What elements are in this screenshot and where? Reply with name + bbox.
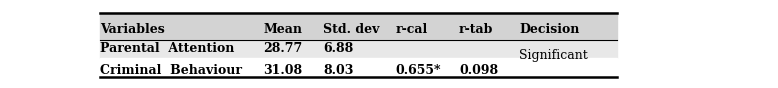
Text: Parental  Attention: Parental Attention <box>100 42 235 55</box>
Text: 28.77: 28.77 <box>263 42 303 55</box>
Text: Criminal  Behaviour: Criminal Behaviour <box>100 64 242 77</box>
Text: 0.655*: 0.655* <box>396 64 441 77</box>
Text: 0.098: 0.098 <box>459 64 498 77</box>
Text: 31.08: 31.08 <box>263 64 302 77</box>
Text: Mean: Mean <box>263 23 302 36</box>
Text: 6.88: 6.88 <box>324 42 354 55</box>
Text: Decision: Decision <box>520 23 580 36</box>
Text: 8.03: 8.03 <box>324 64 354 77</box>
Bar <box>100 40 617 58</box>
Text: r-tab: r-tab <box>459 23 493 36</box>
Text: Variables: Variables <box>100 23 165 36</box>
Text: Std. dev: Std. dev <box>324 23 380 36</box>
Bar <box>100 13 617 40</box>
Bar <box>100 58 617 77</box>
Text: r-cal: r-cal <box>396 23 428 36</box>
Text: Significant: Significant <box>520 49 588 62</box>
